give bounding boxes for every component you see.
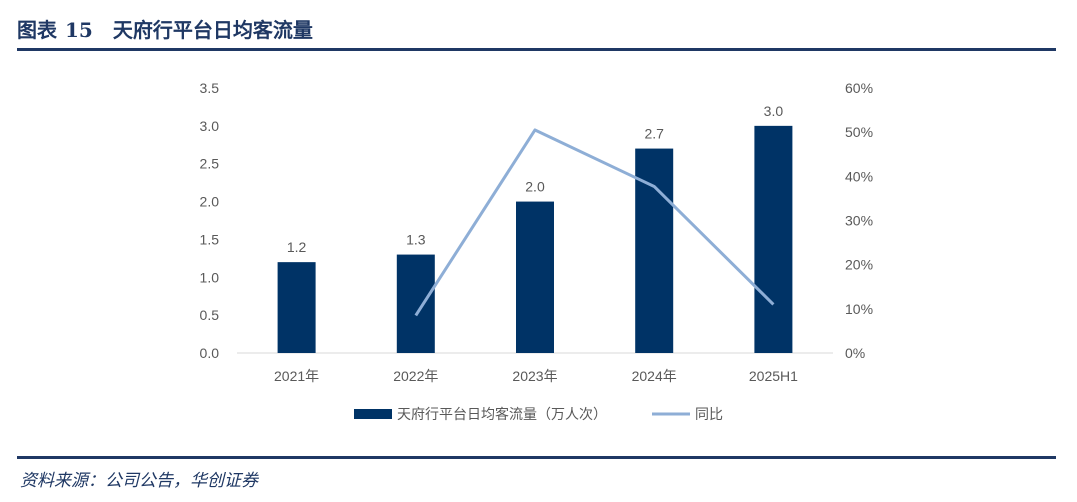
bar: [396, 254, 435, 353]
left-tick-label: 3.0: [200, 118, 220, 134]
x-ticks-group: 2021年 2022年 2023年 2024年 2025H1: [274, 368, 798, 384]
bottom-rule: [17, 456, 1056, 459]
x-tick-label: 2025H1: [749, 368, 798, 384]
right-tick-label: 10%: [845, 301, 873, 317]
right-axis: 0% 10% 20% 30% 40% 50% 60%: [845, 80, 873, 361]
legend-swatch-bar: [354, 409, 392, 419]
left-tick-label: 2.0: [200, 194, 220, 210]
bar-value-label: 1.3: [406, 232, 426, 248]
figure-number: 15: [65, 18, 93, 42]
bar-value-label: 3.0: [764, 103, 784, 119]
figure-label: 图表: [17, 18, 57, 42]
left-tick-label: 0.0: [200, 345, 220, 361]
bar: [277, 262, 316, 353]
yoy-line-group: [414, 128, 775, 317]
x-tick-label: 2024年: [632, 368, 677, 384]
left-tick-label: 1.0: [200, 269, 220, 285]
chart-title: 天府行平台日均客流量: [112, 18, 313, 42]
left-tick-label: 3.5: [200, 80, 220, 96]
x-tick-label: 2023年: [512, 368, 557, 384]
left-tick-label: 2.5: [200, 156, 220, 172]
right-tick-label: 20%: [845, 257, 873, 273]
bar-value-label: 2.7: [644, 126, 664, 142]
legend-label-bar: 天府行平台日均客流量（万人次）: [397, 406, 607, 422]
bar: [516, 201, 554, 353]
bar-value-label: 2.0: [525, 179, 545, 195]
x-tick-label: 2021年: [274, 368, 319, 384]
source-note: 资料来源：公司公告，华创证券: [20, 471, 258, 491]
left-tick-label: 1.5: [200, 231, 220, 247]
bars-group: [277, 125, 793, 353]
right-tick-label: 60%: [845, 80, 873, 96]
figure-title: 图表 15 天府行平台日均客流量: [17, 14, 313, 43]
right-tick-label: 0%: [845, 345, 865, 361]
x-tick-label: 2022年: [393, 368, 438, 384]
left-tick-label: 0.5: [200, 307, 220, 323]
right-tick-label: 30%: [845, 213, 873, 229]
legend-label-line: 同比: [695, 406, 723, 422]
bar: [635, 148, 674, 353]
yoy-line: [414, 128, 775, 317]
bar-value-label: 1.2: [287, 239, 307, 255]
top-rule: [17, 48, 1056, 51]
bar: [754, 125, 793, 353]
bar-labels-group: 1.2 1.3 2.0 2.7 3.0: [287, 103, 783, 255]
right-tick-label: 40%: [845, 168, 873, 184]
legend: 天府行平台日均客流量（万人次） 同比: [354, 406, 723, 422]
right-tick-label: 50%: [845, 124, 873, 140]
left-axis: 0.0 0.5 1.0 1.5 2.0 2.5 3.0 3.5: [200, 80, 220, 361]
